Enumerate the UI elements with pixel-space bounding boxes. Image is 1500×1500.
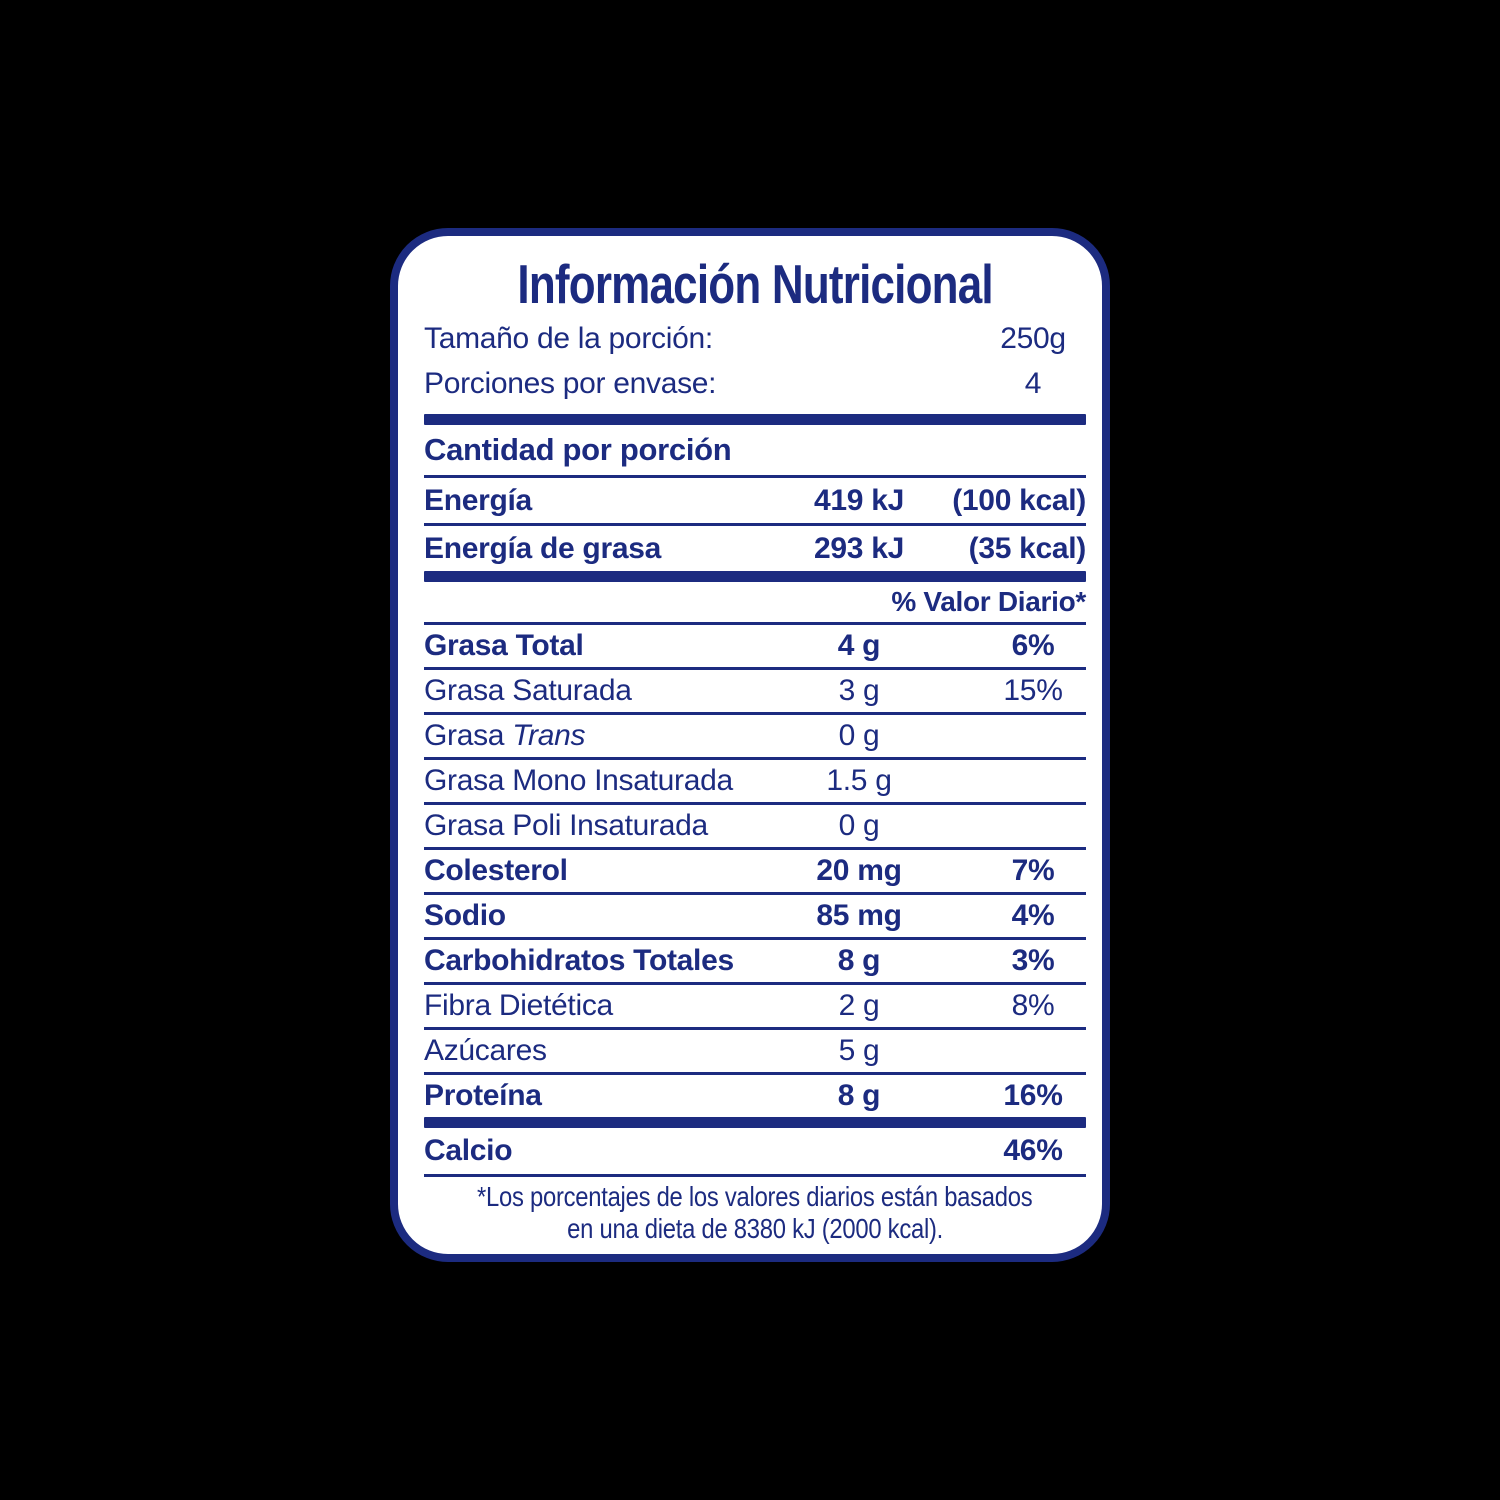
total-carbohydrate-row: Carbohidratos Totales 8 g 3% [424, 940, 1086, 985]
dietary-fiber-row: Fibra Dietética 2 g 8% [424, 985, 1086, 1030]
nutrient-amount: 85 mg [816, 898, 902, 932]
servings-per-container-row: Porciones por envase: 4 [424, 361, 1086, 406]
nutrient-name: Colesterol [424, 853, 568, 887]
nutrient-dv: 3% [1011, 943, 1055, 977]
trans-fat-prefix: Grasa [424, 718, 505, 752]
amount-per-serving-header: Cantidad por porción [424, 425, 1086, 478]
sugars-row: Azúcares 5 g [424, 1030, 1086, 1075]
energy-from-fat-row: Energía de grasa 293 kJ (35 kcal) [424, 526, 1086, 571]
energy-from-fat-kcal: (35 kcal) [968, 531, 1087, 565]
nutrient-amount: 20 mg [816, 853, 902, 887]
daily-value-footnote: *Los porcentajes de los valores diarios … [424, 1181, 1086, 1245]
serving-size-label: Tamaño de la porción: [424, 321, 713, 355]
thick-divider [424, 1116, 1086, 1128]
polyunsaturated-fat-row: Grasa Poli Insaturada 0 g [424, 805, 1086, 850]
nutrient-dv: 8% [1011, 988, 1055, 1022]
label-title: Información Nutricional [424, 252, 1086, 316]
nutrient-amount: 8 g [837, 1078, 881, 1112]
serving-size-value: 250g [1000, 321, 1066, 355]
daily-value-header: % Valor Diario* [424, 582, 1086, 625]
nutrient-amount: 4 g [837, 628, 881, 662]
energy-kj: 419 kJ [814, 483, 904, 517]
servings-per-container-label: Porciones por envase: [424, 366, 717, 400]
nutrient-name: Sodio [424, 898, 506, 932]
nutrient-name: Grasa Poli Insaturada [424, 808, 708, 842]
saturated-fat-row: Grasa Saturada 3 g 15% [424, 670, 1086, 715]
nutrient-name: Grasa Total [424, 628, 584, 662]
nutrient-amount: 0 g [838, 808, 880, 842]
trans-fat-row: Grasa Trans 0 g [424, 715, 1086, 760]
footnote-line-1: *Los porcentajes de los valores diarios … [477, 1180, 1033, 1212]
nutrient-name: Proteína [424, 1078, 542, 1112]
nutrient-name: Fibra Dietética [424, 988, 613, 1022]
energy-name: Energía [424, 483, 532, 517]
nutrient-dv: 16% [1003, 1078, 1063, 1112]
nutrient-amount: 3 g [838, 673, 880, 707]
label-title-text: Información Nutricional [517, 253, 993, 315]
nutrient-amount: 1.5 g [826, 763, 892, 797]
servings-per-container-value: 4 [1024, 366, 1042, 400]
nutrient-amount: 8 g [837, 943, 881, 977]
total-fat-row: Grasa Total 4 g 6% [424, 625, 1086, 670]
serving-size-row: Tamaño de la porción: 250g [424, 316, 1086, 361]
mineral-name: Calcio [424, 1133, 513, 1167]
nutrient-name: Grasa Mono Insaturada [424, 763, 733, 797]
energy-from-fat-name: Energía de grasa [424, 531, 661, 565]
cholesterol-row: Colesterol 20 mg 7% [424, 850, 1086, 895]
trans-fat-italic: Trans [512, 718, 586, 752]
calcium-row: Calcio 46% [424, 1128, 1086, 1177]
monounsaturated-fat-row: Grasa Mono Insaturada 1.5 g [424, 760, 1086, 805]
energy-row: Energía 419 kJ (100 kcal) [424, 478, 1086, 526]
energy-from-fat-kj: 293 kJ [814, 531, 904, 565]
nutrient-dv: 6% [1011, 628, 1055, 662]
nutrient-amount: 0 g [838, 718, 880, 752]
nutrient-dv: 15% [1003, 673, 1063, 707]
nutrient-amount: 2 g [838, 988, 880, 1022]
nutrient-amount: 5 g [838, 1033, 880, 1067]
thick-divider [424, 414, 1086, 425]
nutrition-label: Información Nutricional Tamaño de la por… [390, 228, 1110, 1262]
nutrient-name: Azúcares [424, 1033, 547, 1067]
nutrient-dv: 4% [1011, 898, 1055, 932]
sodium-row: Sodio 85 mg 4% [424, 895, 1086, 940]
thick-divider [424, 571, 1086, 582]
footnote-line-2: en una dieta de 8380 kJ (2000 kcal). [567, 1212, 943, 1244]
nutrient-dv: 7% [1011, 853, 1055, 887]
mineral-dv: 46% [1003, 1133, 1063, 1167]
nutrient-name: Grasa Saturada [424, 673, 632, 707]
protein-row: Proteína 8 g 16% [424, 1075, 1086, 1117]
nutrient-name: Carbohidratos Totales [424, 943, 734, 977]
nutrient-name: Grasa Trans [424, 719, 796, 753]
energy-kcal: (100 kcal) [952, 483, 1086, 517]
